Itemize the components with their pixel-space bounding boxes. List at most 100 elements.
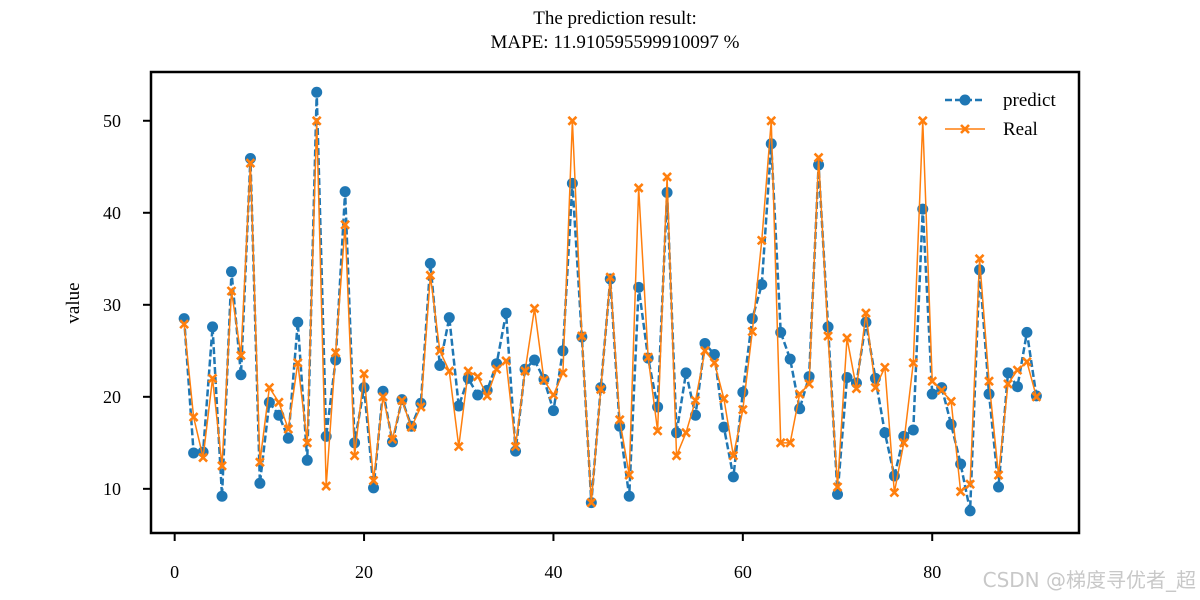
real-point [520, 366, 530, 376]
real-point-stroke-b [217, 460, 227, 471]
real-point [463, 366, 474, 376]
real-point-stroke-b [349, 450, 360, 461]
legend-real-label: Real [1003, 119, 1038, 140]
real-point-stroke-b [188, 412, 199, 422]
real-point [425, 270, 436, 281]
real-point-stroke-b [718, 393, 729, 404]
real-point [671, 450, 682, 461]
real-point-stroke-b [198, 452, 209, 463]
real-point [226, 286, 237, 296]
real-point-stroke-b [624, 470, 635, 480]
predict-point [311, 86, 323, 98]
real-point-stroke-b [501, 356, 512, 366]
plot-area [178, 86, 1042, 517]
real-point [557, 367, 568, 378]
real-point-stroke-b [908, 357, 919, 368]
real-point [472, 371, 483, 382]
real-point [662, 171, 673, 182]
real-point-stroke-b [851, 383, 862, 394]
predict-point [529, 354, 541, 366]
real-point-stroke-b [898, 437, 909, 448]
predict-point [727, 471, 739, 483]
predict-point [1002, 367, 1014, 379]
real-point [264, 382, 275, 393]
x-tick-label: 80 [923, 562, 941, 582]
real-point [681, 427, 691, 438]
real-point-stroke-b [813, 152, 824, 163]
real-point-stroke-b [709, 357, 720, 368]
real-point-stroke-b [434, 345, 445, 356]
real-point [993, 470, 1004, 480]
predict-point [756, 279, 768, 291]
real-point-stroke-b [302, 437, 313, 448]
real-point [529, 303, 540, 314]
real-point [633, 183, 644, 193]
real-point-stroke-b [700, 345, 710, 356]
real-point-stroke-b [378, 391, 388, 402]
predict-point [547, 405, 559, 417]
predict-point [737, 386, 749, 398]
real-point [501, 356, 512, 366]
real-point-stroke-b [292, 357, 303, 368]
real-point [387, 434, 398, 445]
predict-point [292, 316, 304, 328]
real-point-stroke-b [993, 470, 1004, 480]
predict-point [623, 490, 635, 502]
predict-point [273, 409, 285, 421]
real-point [548, 390, 559, 400]
real-point-stroke-b [236, 350, 246, 361]
legend-box [930, 83, 1070, 145]
predict-point [263, 396, 275, 408]
real-point [974, 253, 985, 264]
real-point-stroke-b [1021, 356, 1032, 367]
real-point-stroke-b [879, 362, 890, 373]
predict-point [339, 186, 351, 198]
real-point [908, 357, 919, 368]
x-tick-label: 40 [544, 562, 562, 582]
real-point [946, 396, 957, 407]
predict-point [386, 436, 398, 448]
predict-point [225, 266, 237, 278]
legend-predict-marker [959, 94, 971, 106]
y-axis-label: value [63, 282, 84, 323]
real-point [813, 152, 824, 163]
real-point [510, 441, 521, 452]
predict-point [832, 488, 844, 500]
real-point [254, 457, 265, 468]
real-point [889, 487, 900, 498]
predict-point [784, 353, 796, 365]
real-point [434, 345, 445, 356]
real-point-stroke-b [756, 235, 767, 246]
predict-point [699, 337, 711, 349]
real-point-stroke-b [548, 390, 559, 400]
x-tick-label: 20 [355, 562, 373, 582]
predict-point [358, 382, 370, 394]
real-point-stroke-b [595, 384, 606, 395]
real-point-stroke-b [576, 331, 587, 342]
real-point-stroke-b [311, 115, 322, 126]
real-point [378, 391, 388, 402]
predict-point [708, 348, 720, 360]
predict-point [462, 372, 474, 384]
real-point-stroke-b [330, 347, 341, 358]
real-point [1031, 391, 1042, 402]
real-point-stroke-b [889, 487, 900, 498]
real-point [539, 375, 549, 386]
real-point-stroke-b [321, 481, 332, 491]
real-point [927, 376, 938, 387]
real-point [1012, 365, 1023, 376]
predict-point [936, 382, 948, 394]
real-point [709, 357, 720, 368]
real-point-stroke-b [671, 450, 682, 461]
real-point [842, 333, 852, 343]
axis-ticks: 0 20 40 60 80 10 20 30 40 50 [103, 111, 941, 582]
real-point-stroke-b [368, 475, 379, 486]
real-point-stroke-b [737, 404, 748, 415]
real-point-stroke-b [283, 424, 294, 434]
real-point-stroke-b [264, 382, 275, 393]
real-point [273, 397, 284, 408]
real-point-stroke-b [397, 395, 407, 406]
real-point [832, 482, 843, 492]
real-point-stroke-b [984, 376, 994, 387]
real-point [311, 115, 322, 126]
